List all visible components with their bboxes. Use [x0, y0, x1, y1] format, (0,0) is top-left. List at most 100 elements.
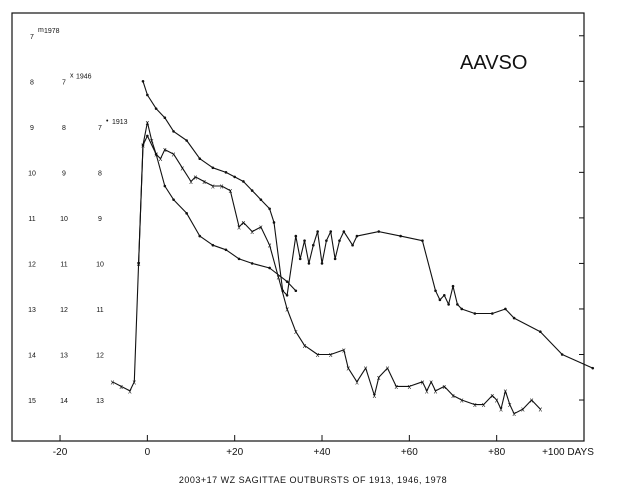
data-point — [268, 266, 271, 270]
data-point: x — [386, 366, 390, 373]
data-point: x — [421, 379, 425, 386]
data-point — [141, 143, 145, 147]
data-point — [250, 262, 254, 265]
chart-caption: 2003+17 WZ SAGITTAE OUTBURSTS OF 1913, 1… — [179, 475, 447, 485]
data-point: x — [504, 388, 508, 395]
data-point: x — [482, 402, 486, 409]
data-point — [172, 198, 175, 201]
data-point: x — [429, 379, 433, 386]
data-point: x — [346, 366, 350, 373]
data-point: x — [499, 407, 503, 414]
data-point — [163, 184, 167, 188]
magnitude-label: 10 — [60, 216, 68, 223]
data-point — [250, 189, 254, 192]
magnitude-label: 7 — [62, 79, 66, 86]
data-point: x — [259, 225, 263, 232]
magnitude-label: 11 — [60, 261, 67, 268]
data-point — [268, 207, 271, 211]
data-point — [355, 234, 359, 238]
data-point — [198, 157, 202, 161]
year-label: 1913 — [112, 119, 128, 126]
data-point: x — [211, 184, 215, 191]
data-point: x — [277, 275, 281, 282]
data-point: x — [111, 379, 115, 386]
magnitude-label: 13 — [28, 307, 36, 314]
data-point: x — [377, 375, 381, 382]
x-tick-label: 0 — [145, 447, 151, 458]
data-point: x — [521, 407, 525, 414]
data-point — [163, 116, 167, 120]
data-point — [399, 234, 402, 238]
magnitude-label: 9 — [62, 170, 66, 177]
data-point — [512, 316, 516, 320]
data-point: x — [473, 402, 477, 409]
x-tick-label: +40 — [314, 447, 331, 458]
data-point: x — [133, 379, 137, 386]
data-point: x — [146, 120, 150, 127]
x-tick-label: -20 — [53, 447, 68, 458]
data-point: x — [229, 188, 233, 195]
data-point: x — [172, 152, 176, 159]
magnitude-label: 11 — [96, 307, 103, 314]
data-point: x — [294, 329, 298, 336]
data-point — [303, 239, 306, 242]
data-point — [460, 307, 464, 311]
data-point: x — [242, 220, 246, 227]
magnitude-label: 14 — [28, 352, 36, 359]
data-point: x — [373, 393, 377, 400]
data-point — [259, 198, 263, 201]
data-point — [491, 312, 494, 315]
data-point — [316, 230, 319, 233]
data-point: x — [491, 393, 495, 400]
data-point — [325, 239, 328, 242]
data-point — [146, 134, 149, 138]
data-point — [294, 234, 298, 238]
data-point — [224, 248, 228, 252]
data-point — [434, 289, 437, 293]
x-tick-label: +100 DAYS — [542, 447, 594, 458]
data-point: x — [355, 379, 359, 386]
series-line — [142, 81, 593, 369]
year-marker: m — [38, 27, 44, 34]
data-point: x — [194, 174, 198, 181]
data-point: x — [128, 388, 132, 395]
data-point — [285, 293, 289, 297]
data-point — [137, 262, 140, 265]
data-point — [141, 79, 145, 83]
data-point — [560, 353, 564, 356]
magnitude-label: 11 — [28, 216, 35, 223]
data-point — [294, 289, 298, 293]
data-point — [211, 166, 215, 170]
data-point: x — [119, 384, 123, 391]
data-point: x — [150, 138, 154, 145]
data-point: x — [237, 225, 241, 232]
data-point — [242, 180, 245, 183]
data-point — [447, 303, 450, 306]
data-point — [320, 262, 324, 265]
magnitude-label: 9 — [30, 125, 34, 132]
year-marker: • — [106, 118, 109, 125]
data-point — [154, 152, 158, 156]
year-label: 1946 — [76, 73, 92, 80]
magnitude-label: 10 — [28, 170, 36, 177]
data-point — [377, 230, 381, 233]
data-point — [298, 257, 302, 261]
data-point: x — [460, 398, 464, 405]
magnitude-label: 15 — [28, 398, 36, 405]
series-line — [112, 121, 541, 415]
data-point: x — [342, 347, 346, 354]
magnitude-label: 12 — [60, 307, 68, 314]
magnitude-label: 9 — [98, 216, 102, 223]
magnitude-label: 10 — [96, 261, 104, 268]
plot-frame — [11, 12, 585, 442]
data-point: x — [443, 384, 447, 391]
data-point: x — [250, 229, 254, 236]
series-3 — [137, 134, 298, 293]
data-point — [211, 243, 215, 247]
data-point — [311, 243, 315, 247]
magnitude-label: 12 — [96, 352, 104, 359]
data-point: x — [451, 393, 455, 400]
data-point — [421, 239, 424, 242]
